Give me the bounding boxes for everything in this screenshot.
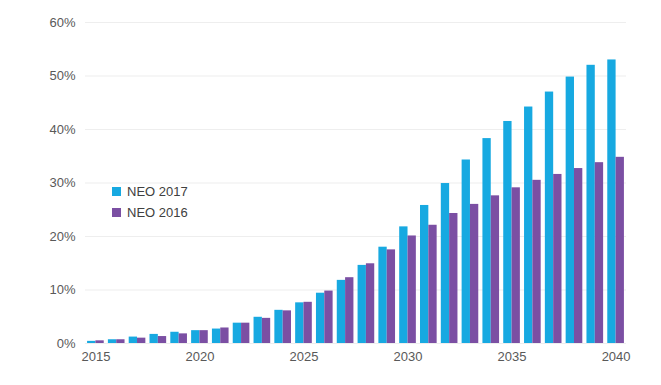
svg-text:2040: 2040 [602,349,631,364]
svg-text:40%: 40% [49,122,75,137]
html-text:NEO 2017: NEO 2017 [127,184,188,199]
html-text:NEO 2016: NEO 2016 [127,205,188,220]
svg-text:2030: 2030 [394,349,423,364]
svg-text:50%: 50% [49,68,75,83]
svg-text:2020: 2020 [185,349,214,364]
svg-text:2025: 2025 [290,349,319,364]
svg-text:10%: 10% [49,282,75,297]
svg-text:20%: 20% [49,229,75,244]
svg-text:60%: 60% [49,15,75,30]
svg-text:30%: 30% [49,175,75,190]
svg-text:2035: 2035 [498,349,527,364]
svg-text:2015: 2015 [81,349,110,364]
svg-text:0%: 0% [57,336,76,351]
